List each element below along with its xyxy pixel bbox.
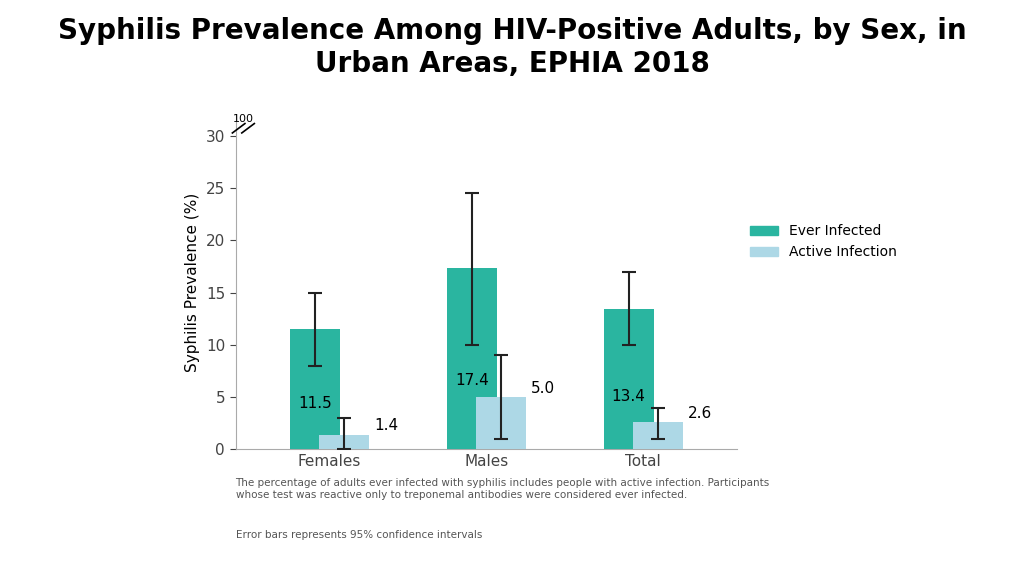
- Bar: [633, 422, 683, 449]
- Bar: [290, 329, 340, 449]
- Y-axis label: Syphilis Prevalence (%): Syphilis Prevalence (%): [185, 192, 200, 372]
- Text: 17.4: 17.4: [455, 373, 488, 388]
- Text: Syphilis Prevalence Among HIV-Positive Adults, by Sex, in
Urban Areas, EPHIA 201: Syphilis Prevalence Among HIV-Positive A…: [57, 17, 967, 78]
- Text: 2.6: 2.6: [688, 406, 712, 420]
- Bar: [319, 435, 370, 449]
- Text: 13.4: 13.4: [611, 389, 646, 404]
- Bar: [603, 309, 653, 449]
- Bar: [446, 268, 497, 449]
- Text: The percentage of adults ever infected with syphilis includes people with active: The percentage of adults ever infected w…: [236, 478, 770, 500]
- Text: 1.4: 1.4: [374, 418, 398, 433]
- Legend: Ever Infected, Active Infection: Ever Infected, Active Infection: [744, 219, 902, 265]
- Text: Error bars represents 95% confidence intervals: Error bars represents 95% confidence int…: [236, 530, 482, 540]
- Bar: [476, 397, 526, 449]
- Text: 100: 100: [232, 115, 253, 124]
- Text: 5.0: 5.0: [531, 381, 555, 396]
- Text: 11.5: 11.5: [298, 396, 332, 411]
